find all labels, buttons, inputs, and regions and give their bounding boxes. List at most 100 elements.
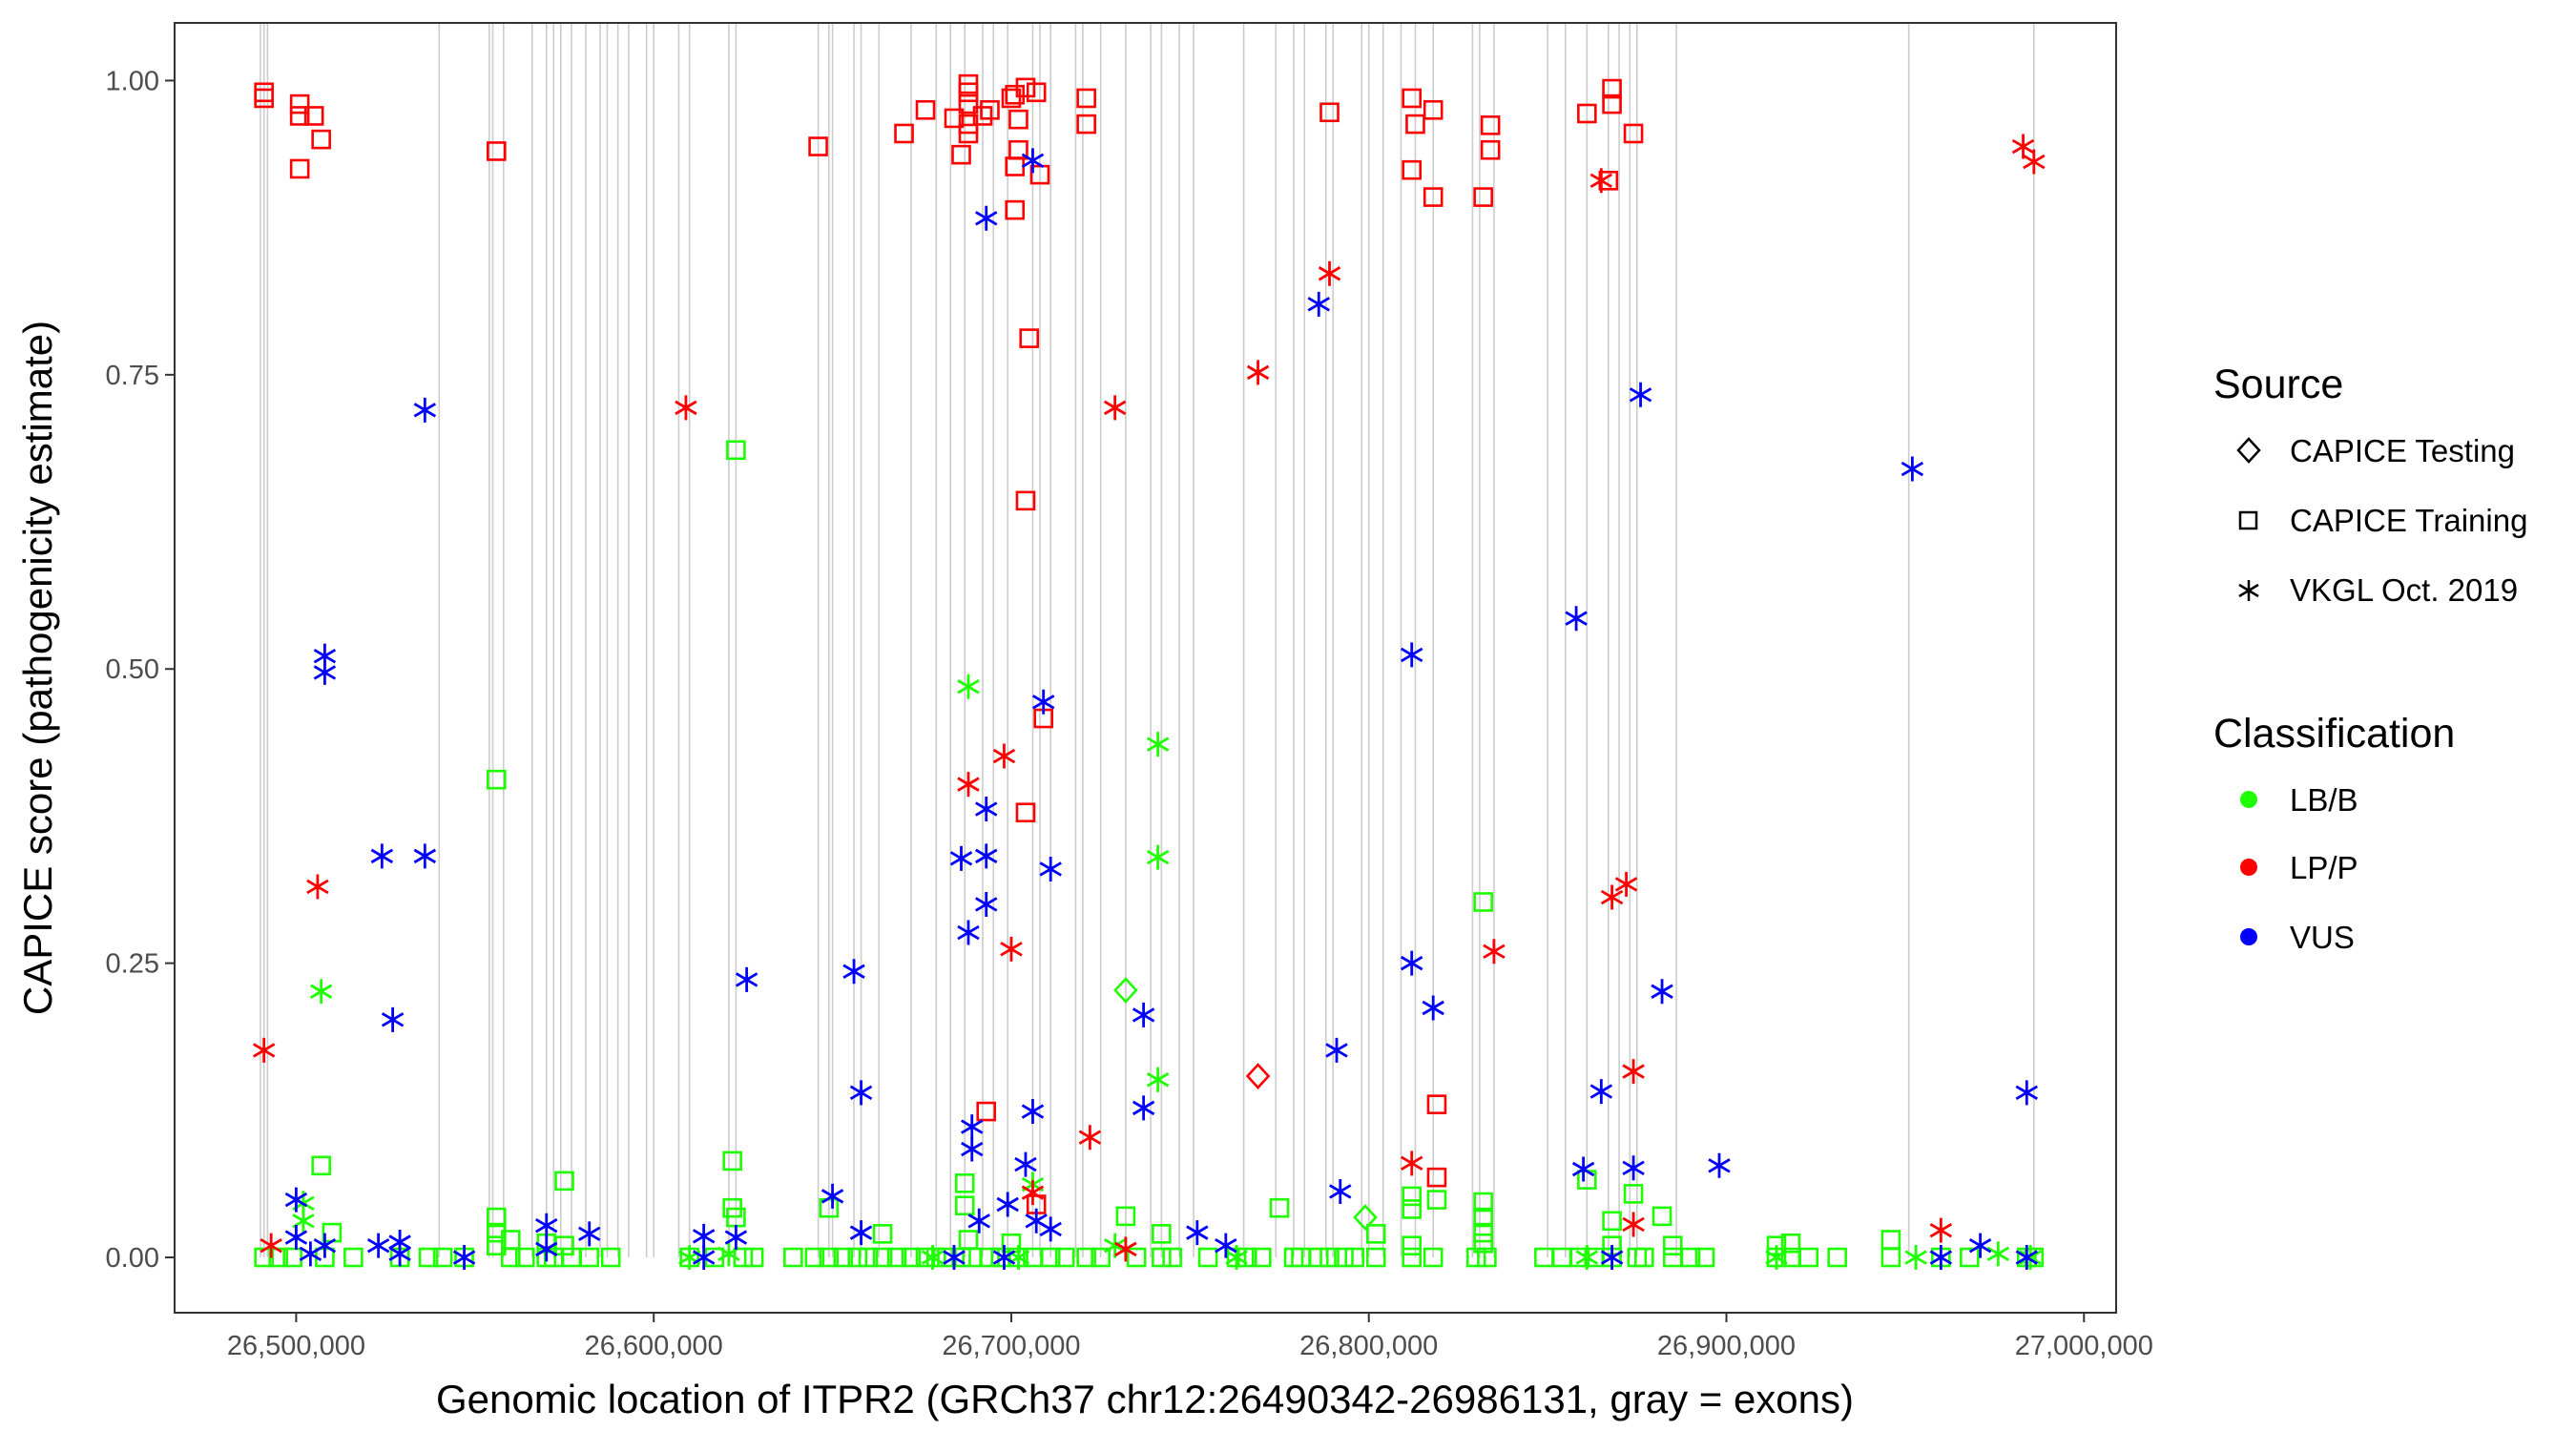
legend-item-vkgl: VKGL Oct. 2019 bbox=[2238, 572, 2518, 608]
training-square-point bbox=[554, 1235, 574, 1255]
vkgl-asterisk-point bbox=[735, 966, 758, 992]
training-square-point bbox=[1402, 1247, 1423, 1268]
vkgl-asterisk-point bbox=[1039, 856, 1062, 881]
vkgl-asterisk-point bbox=[1307, 291, 1330, 317]
training-square-point bbox=[783, 1247, 803, 1268]
vkgl-asterisk-point bbox=[1589, 168, 1613, 194]
vkgl-asterisk-point bbox=[1132, 1095, 1155, 1121]
vkgl-asterisk-point bbox=[1422, 995, 1444, 1021]
training-square-point bbox=[1680, 1247, 1701, 1268]
vkgl-asterisk-point bbox=[1325, 1037, 1348, 1063]
vkgl-asterisk-point bbox=[1014, 1151, 1037, 1177]
training-square-point bbox=[1473, 1233, 1493, 1254]
vkgl-asterisk-point bbox=[1929, 1217, 1953, 1243]
vkgl-asterisk-point bbox=[1103, 1233, 1127, 1258]
vkgl-asterisk-point bbox=[1565, 606, 1588, 632]
training-square-point bbox=[847, 1247, 868, 1268]
vkgl-asterisk-point bbox=[1904, 1245, 1927, 1271]
vkgl-asterisk-point bbox=[1000, 936, 1023, 962]
vkgl-asterisk-point bbox=[1039, 1216, 1062, 1242]
vkgl-asterisk-point bbox=[1146, 1067, 1170, 1092]
vkgl-asterisk-point bbox=[1901, 456, 1924, 482]
legend-item-capice-testing: CAPICE Testing bbox=[2236, 433, 2515, 468]
vkgl-asterisk-point bbox=[1078, 1125, 1102, 1151]
vkgl-asterisk-point bbox=[284, 1225, 308, 1251]
training-square-point bbox=[1076, 1247, 1096, 1268]
training-square-point bbox=[1577, 103, 1597, 124]
vkgl-asterisk-point bbox=[2015, 1080, 2039, 1106]
training-square-point bbox=[1402, 159, 1423, 180]
vkgl-asterisk-point bbox=[2019, 1245, 2042, 1271]
vkgl-asterisk-point bbox=[992, 1245, 1016, 1271]
data-points bbox=[252, 73, 2046, 1271]
training-square-point bbox=[289, 158, 310, 179]
vkgl-asterisk-point bbox=[252, 1037, 276, 1063]
training-square-point bbox=[1001, 88, 1022, 109]
legend-label: VUS bbox=[2290, 920, 2355, 955]
training-square-point bbox=[600, 1247, 621, 1268]
legend-label: LP/P bbox=[2290, 850, 2358, 885]
training-square-point bbox=[915, 99, 936, 120]
training-square-point bbox=[804, 1247, 825, 1268]
x-tick-label: 26,700,000 bbox=[942, 1331, 1080, 1361]
training-square-point bbox=[951, 144, 971, 165]
testing-diamond-point bbox=[1245, 1063, 1271, 1089]
training-square-point bbox=[1473, 1222, 1493, 1243]
training-square-point bbox=[486, 1207, 507, 1228]
x-axis-title: Genomic location of ITPR2 (GRCh37 chr12:… bbox=[436, 1377, 1854, 1421]
training-square-point bbox=[1602, 93, 1622, 114]
training-square-point bbox=[1076, 88, 1096, 109]
blue-dot-icon bbox=[2240, 928, 2257, 945]
x-tick-label: 27,000,000 bbox=[2015, 1331, 2153, 1361]
training-square-point bbox=[976, 1101, 997, 1122]
legend-classification-title: Classification bbox=[2213, 711, 2455, 757]
vkgl-asterisk-point bbox=[1031, 689, 1055, 715]
training-square-point bbox=[1480, 139, 1501, 160]
y-tick-label: 0.75 bbox=[106, 361, 159, 391]
vkgl-asterisk-point bbox=[943, 1245, 966, 1271]
testing-diamond-point bbox=[1113, 977, 1138, 1004]
training-square-point bbox=[1402, 1199, 1423, 1219]
vkgl-asterisk-point bbox=[967, 1208, 990, 1234]
training-square-point bbox=[1015, 490, 1036, 511]
legend-item-lb-b: LB/B bbox=[2240, 782, 2358, 818]
training-square-point bbox=[1026, 82, 1047, 103]
legend-label: CAPICE Training bbox=[2290, 503, 2527, 538]
vkgl-asterisk-point bbox=[313, 659, 337, 685]
vkgl-asterisk-point bbox=[1708, 1152, 1731, 1178]
training-square-point bbox=[1126, 1247, 1147, 1268]
vkgl-asterisk-point bbox=[1622, 1059, 1645, 1085]
training-square-point bbox=[1402, 1235, 1423, 1255]
training-square-point bbox=[1423, 187, 1444, 207]
training-square-point bbox=[1405, 114, 1425, 135]
training-square-point bbox=[1019, 328, 1039, 348]
training-square-point bbox=[486, 141, 507, 161]
training-square-point bbox=[1465, 1247, 1486, 1268]
training-square-point bbox=[1477, 1247, 1497, 1268]
vkgl-asterisk-point bbox=[975, 797, 998, 822]
training-square-point bbox=[980, 1247, 1000, 1268]
vkgl-asterisk-point bbox=[975, 843, 998, 869]
training-square-point bbox=[254, 88, 274, 109]
y-tick-label: 0.00 bbox=[106, 1243, 159, 1274]
vkgl-asterisk-point bbox=[1132, 1002, 1155, 1027]
training-square-point bbox=[1473, 892, 1493, 912]
training-square-point bbox=[1473, 187, 1493, 207]
training-square-point bbox=[1015, 802, 1036, 823]
training-square-point bbox=[1162, 1247, 1182, 1268]
training-square-point bbox=[958, 123, 979, 144]
vkgl-asterisk-point bbox=[921, 1245, 945, 1271]
square-icon bbox=[2238, 510, 2258, 530]
vkgl-asterisk-point bbox=[1589, 1079, 1613, 1105]
plot-panel-border bbox=[174, 22, 2117, 1314]
training-square-point bbox=[1426, 1190, 1447, 1210]
vkgl-asterisk-point bbox=[1968, 1233, 1992, 1258]
training-square-point bbox=[311, 1155, 331, 1176]
training-square-point bbox=[886, 1247, 907, 1268]
vkgl-asterisk-point bbox=[309, 979, 333, 1005]
training-square-point bbox=[958, 82, 979, 103]
vkgl-asterisk-point bbox=[1021, 1180, 1045, 1206]
vkgl-asterisk-point bbox=[2011, 134, 2035, 159]
vkgl-asterisk-point bbox=[388, 1241, 411, 1267]
